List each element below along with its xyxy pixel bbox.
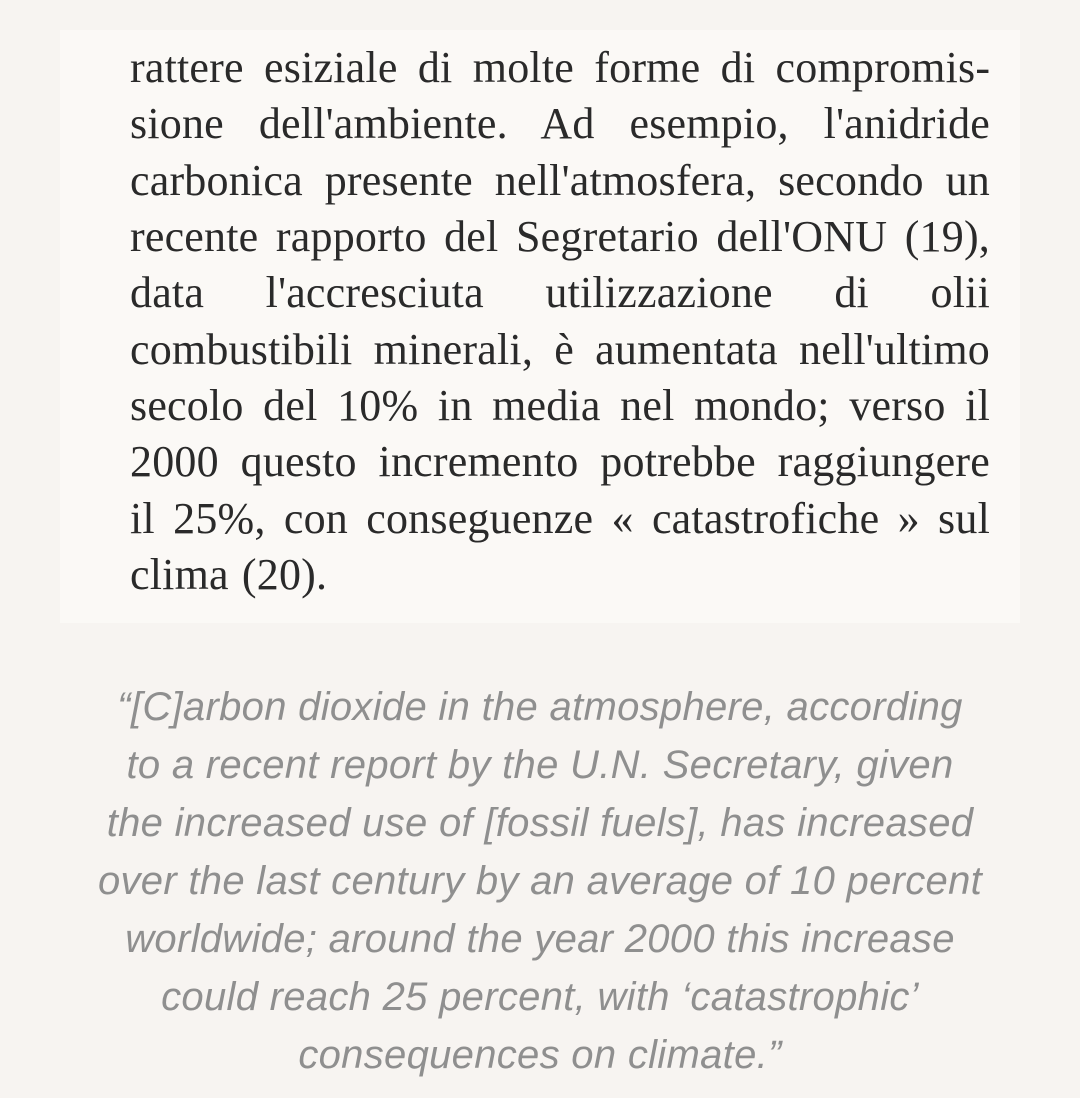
english-translation-paragraph: “[C]arbon dioxide in the atmosphere, acc… — [60, 678, 1020, 1084]
document-page: rattere esiziale di molte forme di compr… — [0, 0, 1080, 1098]
italian-scan-paragraph: rattere esiziale di molte forme di compr… — [60, 30, 1020, 623]
